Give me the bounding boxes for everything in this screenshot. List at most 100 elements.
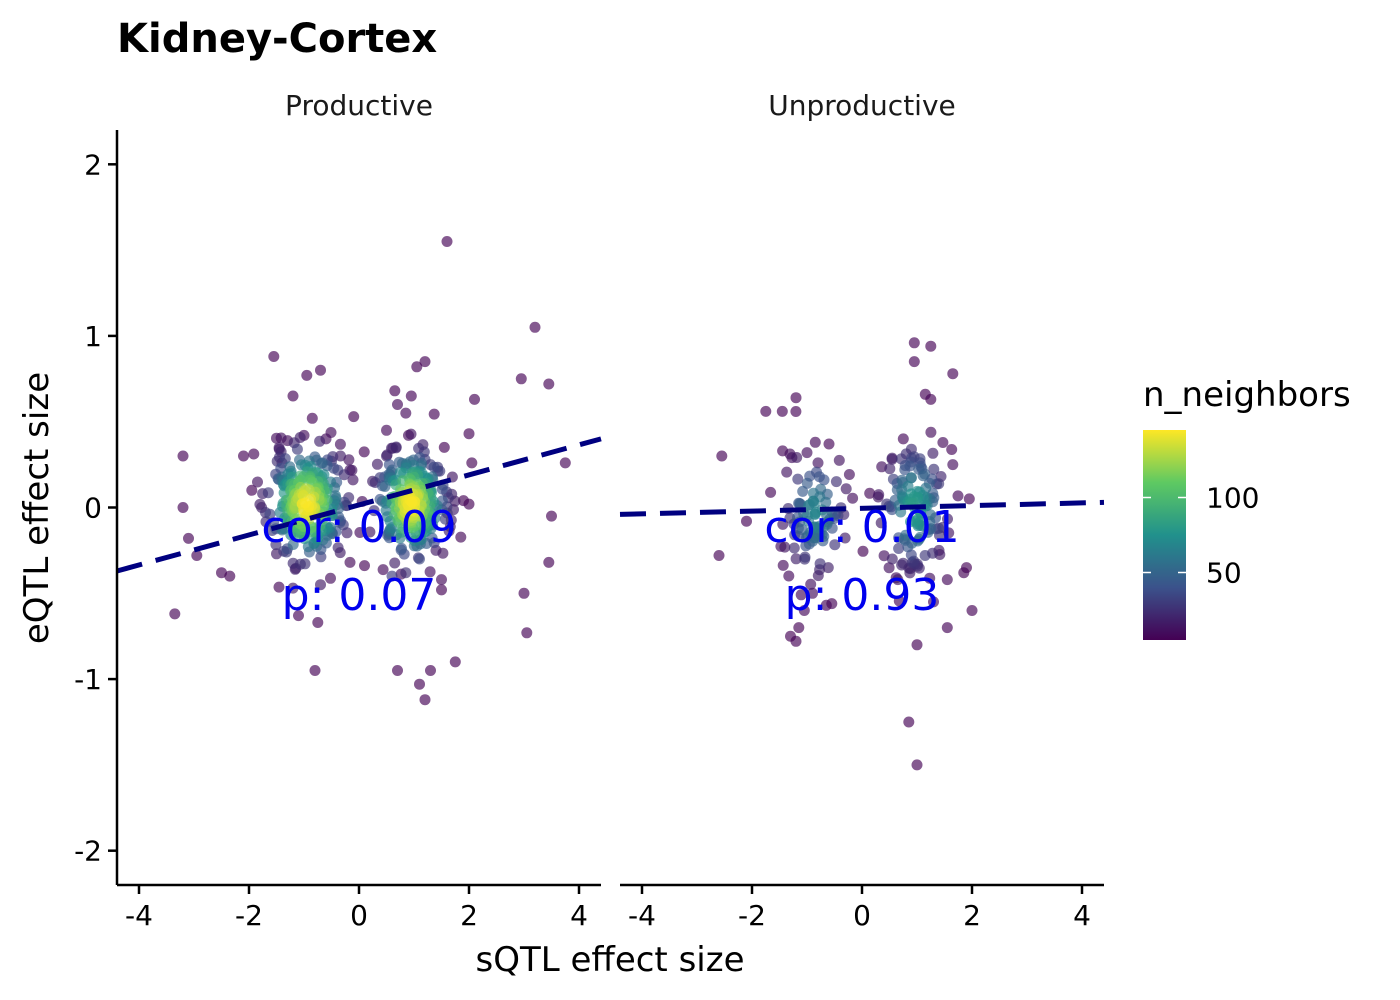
data-point xyxy=(419,694,431,706)
data-point xyxy=(238,450,249,462)
data-point xyxy=(312,617,324,628)
regression-line xyxy=(619,499,1105,517)
x-axis-title: sQTL effect size xyxy=(475,940,744,980)
correlation-label: cor: 0.09 xyxy=(261,502,456,553)
data-point xyxy=(791,452,803,463)
data-point xyxy=(777,518,789,530)
data-point xyxy=(287,539,299,550)
data-point xyxy=(381,450,392,462)
data-point xyxy=(463,428,475,440)
chart-title: Kidney-Cortex xyxy=(117,16,437,62)
data-point xyxy=(925,426,937,438)
data-point xyxy=(419,356,431,368)
data-point xyxy=(925,393,937,405)
data-point xyxy=(903,716,915,728)
data-point xyxy=(309,665,321,676)
data-point xyxy=(390,442,402,454)
data-point xyxy=(952,490,964,502)
colorbar-tick-label: 50 xyxy=(1206,557,1242,590)
data-point xyxy=(428,461,440,473)
data-point xyxy=(790,406,802,417)
data-point xyxy=(785,630,796,642)
data-point xyxy=(799,551,811,563)
data-point xyxy=(908,356,920,368)
x-tick-label: 0 xyxy=(853,899,871,932)
data-point xyxy=(928,596,939,608)
data-point xyxy=(449,656,461,668)
data-point xyxy=(893,543,905,554)
data-point xyxy=(314,435,326,447)
color-legend: n_neighbors 50 100 xyxy=(1143,375,1351,640)
data-point xyxy=(381,424,392,436)
data-point xyxy=(315,364,326,376)
data-point xyxy=(515,373,527,385)
data-point xyxy=(439,513,451,525)
data-point xyxy=(315,579,326,591)
data-point xyxy=(252,476,263,488)
data-point xyxy=(306,412,318,424)
y-tick-label: -1 xyxy=(74,663,102,696)
data-point xyxy=(389,557,401,569)
data-point xyxy=(359,560,370,572)
data-point xyxy=(809,436,821,448)
x-tick-label: 2 xyxy=(963,899,981,932)
x-tick-label: 4 xyxy=(1073,899,1091,932)
data-point xyxy=(354,527,366,538)
data-point xyxy=(325,572,336,584)
data-point xyxy=(795,498,806,510)
data-point xyxy=(521,627,533,639)
data-point xyxy=(268,351,280,362)
data-point xyxy=(347,474,359,486)
data-point xyxy=(713,550,725,561)
x-tick-label: -4 xyxy=(125,899,153,932)
data-point xyxy=(428,408,440,420)
data-point xyxy=(947,368,959,380)
data-point xyxy=(741,515,752,527)
data-point xyxy=(332,542,344,554)
data-point xyxy=(455,531,467,543)
data-point xyxy=(392,399,403,410)
data-point xyxy=(299,558,311,570)
data-point xyxy=(899,464,911,476)
data-point xyxy=(424,566,436,578)
x-tick-label: 4 xyxy=(570,899,588,932)
data-point xyxy=(908,337,920,349)
data-point xyxy=(400,567,412,579)
data-point xyxy=(808,497,820,509)
y-tick-label: 1 xyxy=(84,320,102,353)
data-point xyxy=(900,529,912,541)
data-point xyxy=(801,477,813,489)
data-point xyxy=(425,665,436,676)
data-point xyxy=(177,450,189,462)
data-point xyxy=(966,605,978,616)
data-point xyxy=(893,595,905,607)
x-tick-label: -4 xyxy=(628,899,656,932)
data-point xyxy=(364,526,376,538)
data-point xyxy=(843,469,855,480)
x-tick-label: -2 xyxy=(738,899,766,932)
data-point xyxy=(801,447,813,459)
data-point xyxy=(777,559,789,571)
data-point xyxy=(912,513,924,525)
data-point xyxy=(300,497,311,509)
data-point xyxy=(270,539,282,551)
data-point xyxy=(438,441,450,453)
data-points xyxy=(169,236,571,706)
data-point xyxy=(839,532,851,544)
y-tick-label: 0 xyxy=(84,492,102,525)
data-point xyxy=(941,574,953,586)
legend-title: n_neighbors xyxy=(1143,375,1351,415)
x-tick-label: 2 xyxy=(460,899,478,932)
data-point xyxy=(812,457,824,469)
data-point xyxy=(829,539,841,551)
data-point xyxy=(405,428,417,440)
data-point xyxy=(169,608,181,620)
data-point xyxy=(790,553,802,565)
data-point xyxy=(183,532,194,544)
data-point xyxy=(529,321,541,333)
data-point xyxy=(436,574,447,586)
data-point xyxy=(914,531,926,543)
data-point xyxy=(301,369,313,381)
data-point xyxy=(788,542,800,554)
